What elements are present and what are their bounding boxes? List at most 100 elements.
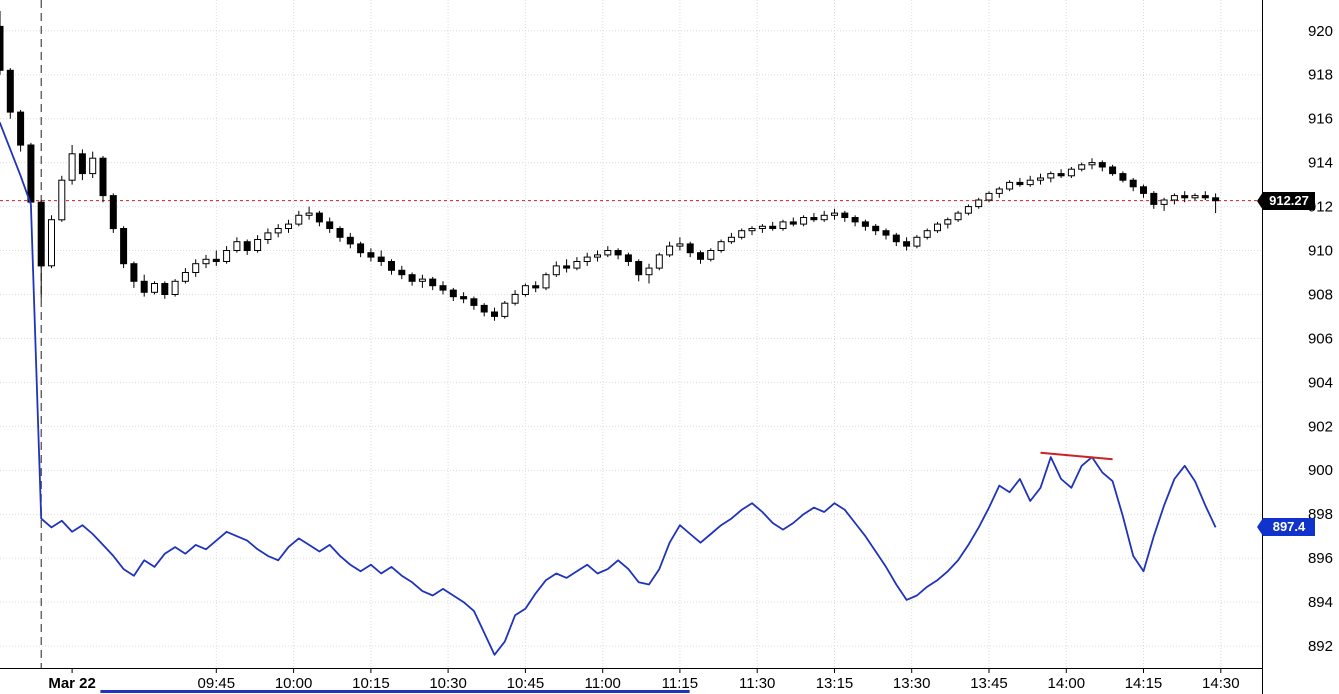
candle-body (120, 228, 128, 265)
candle-body (429, 278, 437, 287)
candle-body (1067, 168, 1075, 177)
candle-body (1181, 195, 1189, 199)
candle-body (1160, 199, 1168, 205)
candle-body (151, 283, 158, 293)
candle-body (48, 219, 55, 267)
candle-body (27, 144, 35, 203)
x-axis-label: Mar 22 (48, 675, 96, 692)
candle-body (995, 188, 1003, 194)
candle-body (212, 258, 220, 262)
candle-body (563, 265, 571, 269)
y-axis-label: 918 (1308, 67, 1333, 84)
candle-body (418, 278, 426, 282)
candle-body (573, 261, 581, 269)
last-price-badge-candlestick: 912.27 (1257, 192, 1315, 210)
candle-body (1078, 164, 1086, 170)
candle-body (913, 236, 921, 247)
candle-body (305, 212, 313, 216)
candle-body (624, 254, 632, 262)
candle-body (779, 221, 787, 229)
candle-body (1037, 177, 1044, 181)
candle-body (841, 212, 849, 219)
candlestick-series (0, 11, 1220, 321)
candle-body (264, 232, 272, 240)
y-axis-label: 900 (1308, 462, 1333, 479)
candle-body (542, 274, 550, 289)
candle-body (346, 236, 354, 245)
x-axis-label: 14:30 (1202, 675, 1240, 692)
last-price-badge-line: 897.4 (1257, 518, 1315, 536)
x-axis-label: 10:00 (275, 675, 313, 692)
x-axis-label: 11:15 (662, 675, 698, 692)
candle-body (614, 250, 622, 256)
x-axis-label: 09:45 (198, 675, 236, 692)
candle-body (686, 243, 694, 254)
bottom-scrollbar[interactable] (100, 690, 690, 693)
candle-body (717, 241, 725, 251)
candle-body (903, 241, 911, 247)
candle-body (377, 256, 385, 263)
candle-body (1016, 181, 1024, 186)
candle-body (336, 228, 344, 238)
candle-body (985, 192, 993, 201)
candle-body (800, 217, 808, 225)
candle-body (676, 243, 684, 247)
candle-body (738, 230, 746, 238)
candle-body (202, 258, 210, 265)
candle-body (181, 272, 189, 282)
badge-arrow-icon (1257, 192, 1263, 210)
candle-body (130, 263, 138, 282)
candle-body (666, 245, 674, 256)
candle-body (470, 298, 478, 306)
candle-body (254, 239, 262, 251)
y-axis-label: 906 (1308, 330, 1333, 347)
candle-body (604, 250, 612, 256)
trend-line[interactable] (1040, 451, 1113, 461)
candle-body (831, 212, 838, 216)
candle-body (99, 157, 107, 197)
candle-body (882, 230, 890, 236)
candle-body (975, 199, 983, 208)
x-axis-label: 13:45 (970, 675, 1008, 692)
x-axis-label: 11:00 (584, 675, 620, 692)
candle-body (501, 302, 509, 317)
candle-body (594, 254, 601, 258)
x-axis-label: 10:30 (429, 675, 467, 692)
candle-body (449, 289, 457, 298)
candle-body (892, 234, 900, 243)
x-axis-labels: Mar 22 09:45 10:00 10:15 10:30 10:45 11:00 11:1… (48, 668, 1240, 692)
y-axis-label: 894 (1308, 594, 1333, 611)
candle-body (0, 25, 4, 71)
x-axis-label: 10:15 (352, 675, 390, 692)
candle-body (872, 225, 880, 232)
candle-body (769, 225, 777, 230)
candle-body (78, 153, 86, 175)
candle-body (1191, 195, 1199, 199)
y-axis-labels: 8928948968989009029049069089109129149169… (1308, 23, 1333, 655)
candle-body (357, 243, 365, 254)
x-axis-label: 14:15 (1125, 675, 1163, 692)
y-axis-label: 904 (1308, 374, 1333, 391)
x-axis-label: 13:15 (816, 675, 854, 692)
candle-body (109, 195, 117, 230)
candle-body (68, 153, 76, 181)
grid-lines (0, 0, 1262, 668)
candle-body (233, 241, 241, 251)
candle-body (645, 267, 653, 276)
candle-body (161, 283, 169, 295)
y-axis-label: 920 (1308, 23, 1333, 40)
candle-body (460, 296, 468, 300)
y-axis-label: 896 (1308, 550, 1333, 567)
candle-body (315, 212, 323, 223)
candle-body (285, 223, 292, 230)
candle-body (1201, 195, 1209, 199)
candle-body (480, 304, 488, 313)
candle-body (861, 221, 869, 227)
candle-body (274, 228, 282, 234)
candle-body (17, 111, 25, 146)
x-axis-label: 14:00 (1048, 675, 1086, 692)
candle-body (192, 263, 200, 274)
candle-body (398, 269, 406, 276)
